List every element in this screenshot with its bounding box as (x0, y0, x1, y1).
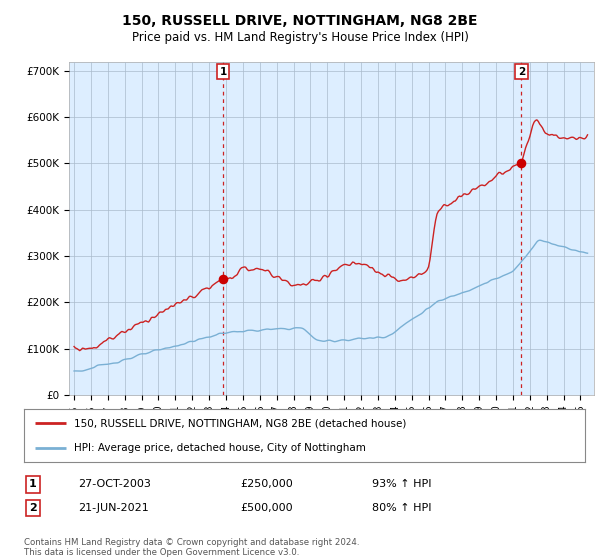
Text: £500,000: £500,000 (240, 503, 293, 513)
Text: 1: 1 (220, 67, 227, 77)
Text: 150, RUSSELL DRIVE, NOTTINGHAM, NG8 2BE: 150, RUSSELL DRIVE, NOTTINGHAM, NG8 2BE (122, 14, 478, 28)
Text: 150, RUSSELL DRIVE, NOTTINGHAM, NG8 2BE (detached house): 150, RUSSELL DRIVE, NOTTINGHAM, NG8 2BE … (74, 418, 407, 428)
Text: 2: 2 (518, 67, 525, 77)
Text: 21-JUN-2021: 21-JUN-2021 (78, 503, 149, 513)
Point (517, 159, 526, 168)
Text: HPI: Average price, detached house, City of Nottingham: HPI: Average price, detached house, City… (74, 442, 367, 452)
Text: Contains HM Land Registry data © Crown copyright and database right 2024.
This d: Contains HM Land Registry data © Crown c… (24, 538, 359, 557)
Text: 27-OCT-2003: 27-OCT-2003 (78, 479, 151, 489)
Text: 80% ↑ HPI: 80% ↑ HPI (372, 503, 431, 513)
Text: £250,000: £250,000 (240, 479, 293, 489)
Point (218, 274, 228, 283)
Text: 2: 2 (29, 503, 37, 513)
Text: Price paid vs. HM Land Registry's House Price Index (HPI): Price paid vs. HM Land Registry's House … (131, 31, 469, 44)
Text: 1: 1 (29, 479, 37, 489)
Text: 93% ↑ HPI: 93% ↑ HPI (372, 479, 431, 489)
